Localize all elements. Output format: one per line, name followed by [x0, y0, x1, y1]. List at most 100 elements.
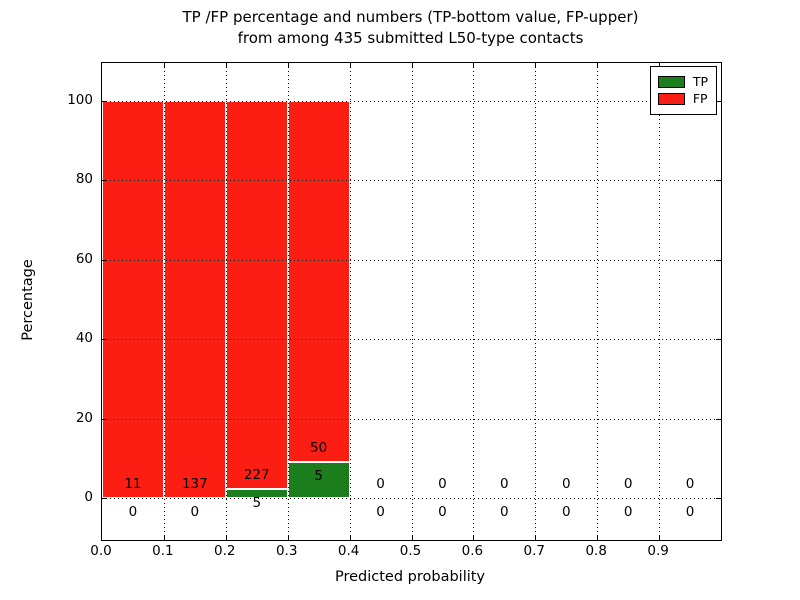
x-tick-label: 0.6 [461, 543, 484, 559]
fp-legend-label: FP [692, 91, 708, 106]
x-tick-label: 0.2 [214, 543, 236, 559]
gridline-vertical [412, 63, 413, 540]
y-tick-label: 60 [75, 250, 93, 267]
y-axis-label: Percentage [20, 259, 36, 341]
tick-mark-bottom [412, 535, 413, 540]
x-tick-label: 0.1 [152, 543, 174, 559]
plot-area: TP FP 11 0 137 0 227 5 50 5 0 0 0 0 0 0 0 0 0 0 0 0 [101, 62, 722, 541]
tick-mark-right [716, 260, 721, 261]
x-tick-label: 0.0 [90, 543, 112, 559]
fp-swatch-icon [657, 93, 685, 105]
bar-segment-fp-bin1 [164, 101, 226, 498]
tick-mark-left [102, 339, 107, 340]
gridline-vertical [535, 63, 536, 540]
bar-segment-fp-bin3 [288, 101, 350, 462]
y-tick-label: 0 [84, 489, 93, 505]
fp-count-label: 0 [561, 476, 571, 492]
gridline-horizontal [102, 498, 721, 499]
tp-count-label: 0 [128, 504, 138, 520]
tick-mark-right [716, 419, 721, 420]
chart-title-line2: from among 435 submitted L50-type contac… [237, 29, 584, 47]
y-tick-label: 80 [75, 171, 93, 188]
tick-mark-bottom [164, 535, 165, 540]
tp-count-label: 5 [252, 495, 262, 511]
tick-mark-top [659, 63, 660, 68]
bar-segment-tp-bin3 [288, 462, 350, 498]
gridline-horizontal [102, 180, 721, 181]
fp-count-label: 137 [181, 476, 208, 492]
tick-mark-bottom [535, 535, 536, 540]
x-tick-label: 0.3 [275, 543, 298, 559]
gridline-vertical [473, 63, 474, 540]
tick-mark-bottom [350, 535, 351, 540]
tick-mark-left [102, 498, 107, 499]
bar-segment-fp-bin0 [102, 101, 164, 498]
tick-mark-top [226, 63, 227, 68]
fp-count-label: 0 [685, 476, 695, 492]
tick-mark-top [288, 63, 289, 68]
tp-count-label: 0 [376, 504, 385, 520]
tick-mark-left [102, 180, 107, 181]
tick-mark-right [716, 180, 721, 181]
tp-swatch-icon [657, 76, 685, 88]
x-axis-label: Predicted probability [334, 569, 486, 585]
fp-count-label: 227 [243, 467, 270, 483]
tick-mark-left [102, 101, 107, 102]
gridline-horizontal [102, 260, 721, 261]
tick-mark-top [350, 63, 351, 68]
bar-segment-fp-bin2 [226, 101, 288, 489]
gridline-horizontal [102, 101, 721, 102]
tp-count-label: 0 [190, 504, 200, 520]
chart-title-line1: TP /FP percentage and numbers (TP-bottom… [182, 8, 639, 26]
y-tick-label: 100 [67, 92, 93, 108]
x-tick-label: 0.4 [337, 543, 360, 559]
x-tick-label: 0.8 [585, 543, 607, 559]
tp-legend-label: TP [692, 74, 708, 89]
tick-mark-top [412, 63, 413, 68]
fp-count-label: 0 [438, 476, 447, 492]
gridline-horizontal [102, 419, 721, 420]
chart-title: TP /FP percentage and numbers (TP-bottom… [101, 7, 720, 49]
gridline-vertical [350, 63, 351, 540]
tick-mark-bottom [226, 535, 227, 540]
y-tick-label: 40 [75, 330, 93, 347]
tick-mark-bottom [659, 535, 660, 540]
tick-mark-right [716, 101, 721, 102]
tp-count-label: 0 [623, 504, 633, 520]
gridline-vertical [597, 63, 598, 540]
legend: TP FP [649, 66, 717, 115]
gridline-vertical [226, 63, 227, 540]
tp-count-label: 0 [500, 504, 509, 520]
fp-count-label: 50 [310, 440, 328, 456]
tick-mark-right [716, 339, 721, 340]
tp-count-label: 0 [561, 504, 571, 520]
tick-mark-top [535, 63, 536, 68]
tp-count-label: 0 [438, 504, 447, 520]
tick-mark-left [102, 260, 107, 261]
gridline-vertical [288, 63, 289, 540]
fp-count-label: 11 [124, 476, 142, 492]
tick-mark-bottom [288, 535, 289, 540]
gridline-vertical [164, 63, 165, 540]
tp-count-label: 5 [314, 468, 323, 484]
x-tick-label: 0.5 [399, 543, 422, 559]
fp-count-label: 0 [376, 476, 385, 492]
y-tick-label: 20 [75, 409, 93, 426]
x-tick-label: 0.7 [523, 543, 546, 559]
tick-mark-right [716, 498, 721, 499]
tick-mark-bottom [473, 535, 474, 540]
x-tick-label: 0.9 [647, 543, 669, 559]
legend-item-tp: TP [657, 74, 708, 89]
tp-count-label: 0 [685, 504, 695, 520]
tick-mark-bottom [597, 535, 598, 540]
fp-count-label: 0 [500, 476, 509, 492]
gridline-vertical [659, 63, 660, 540]
gridline-horizontal [102, 339, 721, 340]
tick-mark-top [597, 63, 598, 68]
legend-item-fp: FP [657, 91, 708, 106]
tick-mark-left [102, 419, 107, 420]
fp-count-label: 0 [623, 476, 633, 492]
tick-mark-top [164, 63, 165, 68]
tick-mark-top [473, 63, 474, 68]
